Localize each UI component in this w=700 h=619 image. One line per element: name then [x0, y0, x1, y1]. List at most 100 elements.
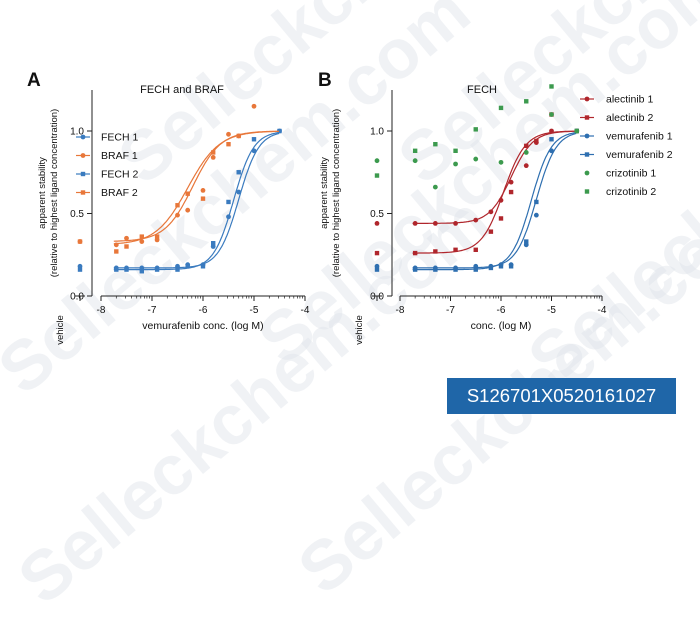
legend-label: BRAF 2 — [101, 187, 138, 199]
data-point — [549, 112, 554, 117]
data-point — [473, 127, 478, 132]
data-point — [453, 161, 458, 167]
legend-label: vemurafenib 2 — [606, 149, 673, 161]
data-point — [453, 247, 458, 252]
x-axis-label: vemurafenib conc. (log M) — [142, 320, 263, 332]
x-tick-label: -4 — [598, 305, 607, 316]
data-point — [139, 234, 144, 239]
vehicle-point — [374, 250, 380, 256]
data-point — [139, 239, 145, 244]
data-point — [277, 128, 282, 134]
chart-title: FECH — [467, 84, 497, 96]
data-point — [549, 137, 554, 142]
legend-label: FECH 1 — [101, 132, 139, 144]
data-point — [498, 264, 504, 269]
data-point — [200, 264, 206, 269]
y-tick-label: 1.0 — [70, 127, 84, 138]
data-point — [236, 189, 242, 195]
data-point — [185, 207, 191, 213]
data-point — [175, 212, 180, 218]
data-point — [473, 267, 478, 272]
data-point — [200, 188, 206, 193]
legend-marker — [80, 171, 86, 177]
data-point — [534, 138, 539, 144]
data-point — [154, 234, 160, 239]
x-tick-label: -6 — [199, 305, 208, 316]
x-tick-label: -6 — [497, 305, 506, 316]
vehicle-point — [77, 239, 83, 244]
panel-label: B — [318, 70, 332, 91]
legend-marker — [584, 152, 590, 157]
data-point — [139, 269, 144, 274]
figure: A FECH and BRAF 0.0 0.5 1.0 apparent stabilit… — [27, 70, 673, 345]
data-point — [251, 137, 257, 142]
data-point — [114, 249, 119, 254]
data-point — [432, 221, 438, 226]
data-point — [473, 156, 479, 162]
legend-label: BRAF 1 — [101, 150, 138, 162]
y-axis-label-line2: (relative to highest ligand concentratio… — [331, 109, 342, 277]
data-point — [124, 235, 129, 241]
data-point — [412, 158, 418, 164]
data-point — [508, 189, 514, 195]
x-axis-label: conc. (log M) — [471, 320, 532, 332]
data-point — [524, 99, 529, 104]
x-tick-label: -8 — [396, 305, 405, 316]
y-axis-label-line1: apparent stability — [319, 157, 330, 229]
fit-curve — [113, 130, 279, 245]
data-point — [534, 199, 539, 205]
chart-title: FECH and BRAF — [140, 84, 224, 96]
vehicle-point — [374, 158, 380, 164]
data-point — [508, 264, 514, 269]
y-tick-label: 0.5 — [70, 209, 84, 220]
data-point — [236, 170, 241, 175]
fit-curve — [412, 132, 577, 269]
catalog-number-badge: S126701X0520161027 — [447, 378, 676, 414]
data-point — [498, 216, 504, 221]
data-point — [433, 267, 438, 272]
data-point — [124, 267, 129, 272]
data-point — [114, 267, 119, 272]
x-tick-label: -7 — [148, 305, 157, 316]
data-point — [154, 267, 160, 272]
data-point — [508, 179, 514, 185]
data-point — [200, 196, 206, 201]
legend-marker — [80, 190, 86, 195]
x-tick-label: -7 — [446, 305, 455, 316]
data-point — [210, 155, 216, 160]
x-tick-label: -5 — [547, 305, 556, 316]
data-point — [524, 143, 529, 149]
data-point — [226, 199, 231, 205]
data-point — [498, 159, 504, 165]
y-tick-label: 0.5 — [370, 209, 384, 220]
data-point — [226, 142, 231, 147]
data-point — [185, 264, 190, 269]
x-tick-label: -4 — [301, 305, 310, 316]
data-point — [523, 150, 529, 155]
y-axis-label-line1: apparent stability — [37, 157, 48, 229]
legend-marker — [584, 96, 590, 102]
vehicle-point — [374, 267, 380, 272]
legend-label: vemurafenib 1 — [606, 131, 673, 143]
data-point — [185, 191, 190, 196]
data-point — [488, 229, 494, 234]
x-tick-label: -5 — [250, 305, 259, 316]
data-point — [524, 239, 529, 244]
legend-label: alectinib 1 — [606, 94, 653, 106]
data-point — [453, 221, 458, 226]
data-point — [412, 250, 418, 256]
y-axis-label-line2: (relative to highest ligand concentratio… — [49, 109, 60, 277]
x-tick-label: -8 — [97, 305, 106, 316]
y-tick-label: 0.0 — [70, 292, 84, 303]
data-point — [226, 131, 231, 137]
data-point — [488, 209, 494, 215]
data-point — [251, 103, 257, 109]
data-point — [453, 267, 458, 272]
data-point — [533, 212, 539, 218]
legend-label: alectinib 2 — [606, 112, 653, 124]
legend-marker — [584, 133, 590, 139]
vehicle-point — [374, 173, 380, 178]
panel-label: A — [27, 70, 41, 91]
data-point — [498, 105, 504, 111]
data-point — [453, 148, 458, 153]
